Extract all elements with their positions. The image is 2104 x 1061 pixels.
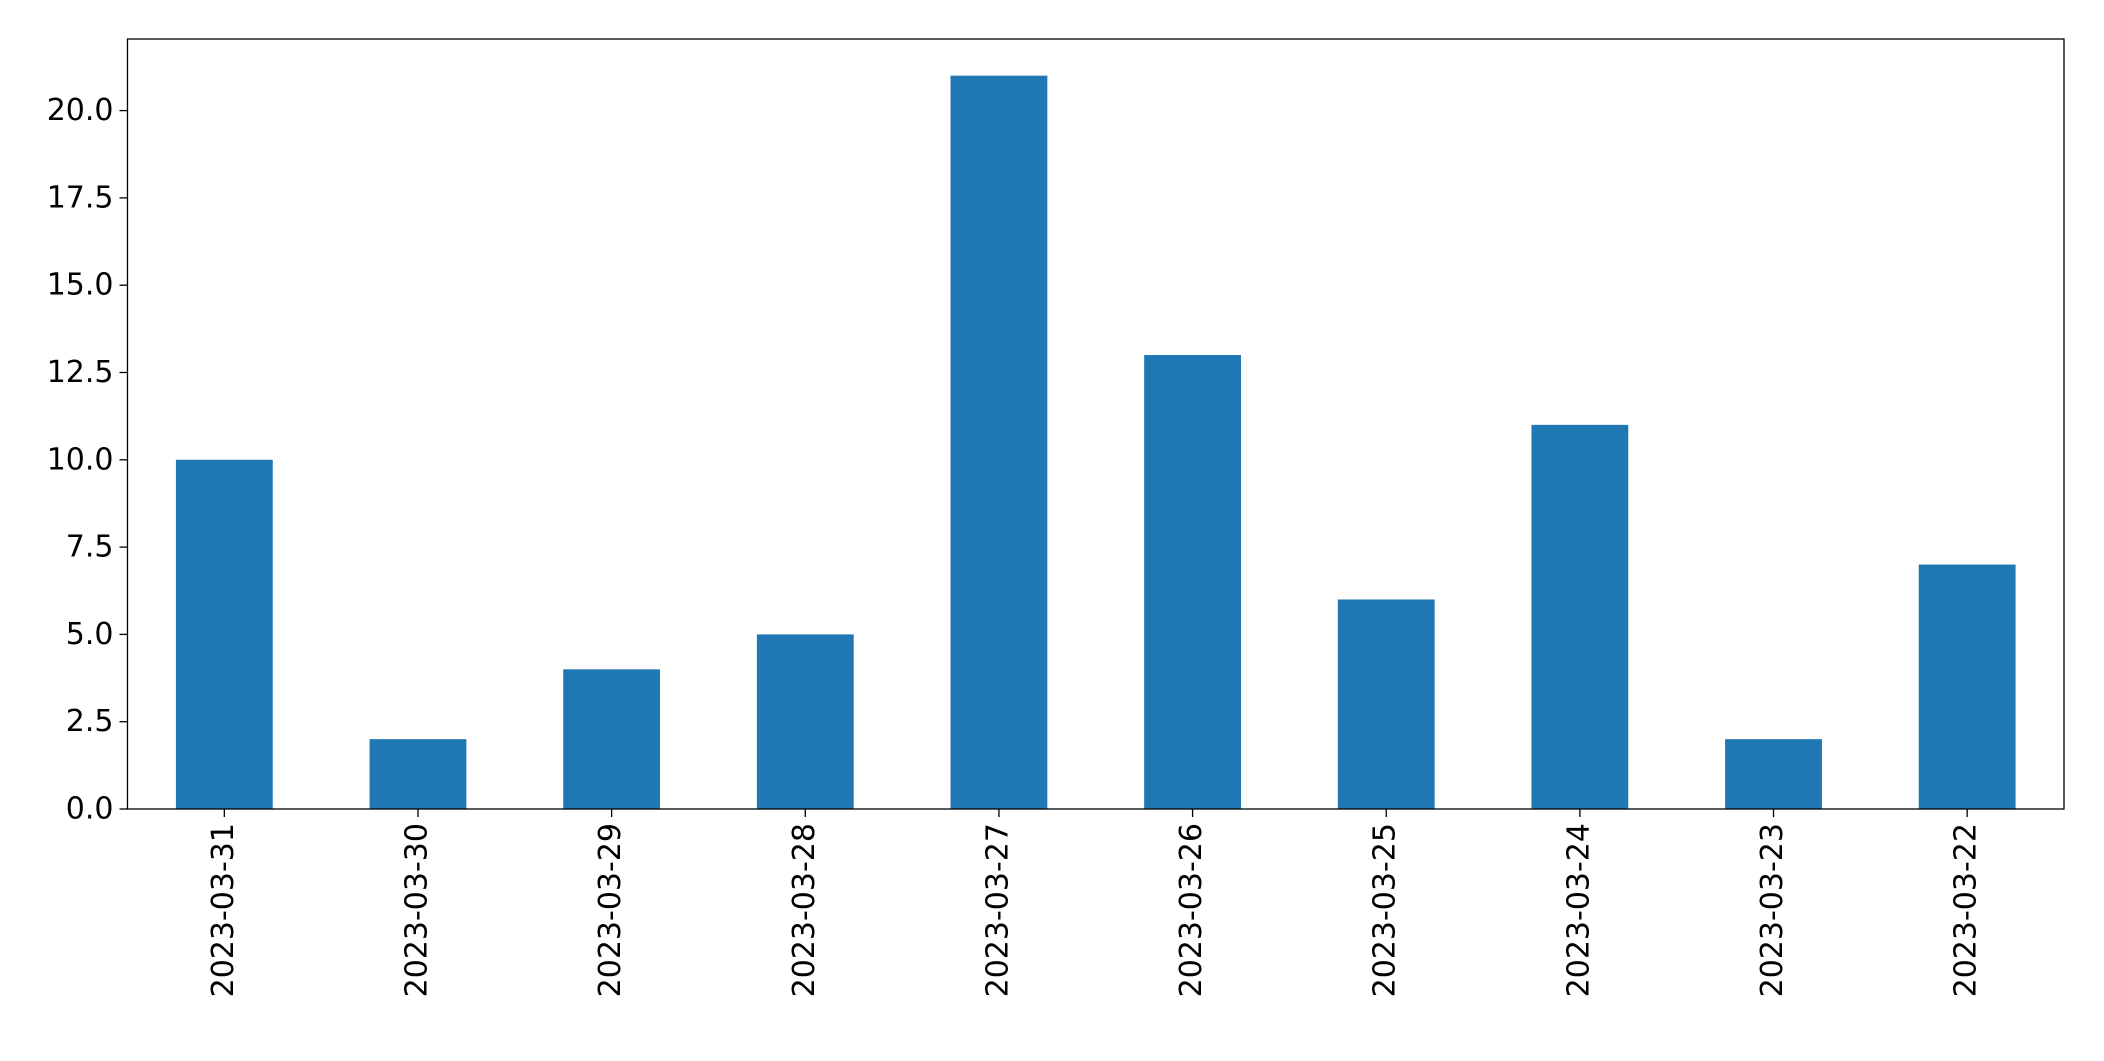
- plot-area: [175, 75, 2016, 809]
- y-tick-label: 7.5: [66, 530, 114, 565]
- bar: [950, 75, 1048, 809]
- y-tick-label: 2.5: [66, 704, 114, 739]
- y-tick-label: 17.5: [47, 180, 114, 215]
- y-tick-label: 12.5: [47, 355, 114, 390]
- x-tick-label: 2023-03-22: [1949, 823, 1984, 997]
- bar: [369, 739, 467, 809]
- bar: [175, 459, 273, 809]
- x-tick-label: 2023-03-28: [787, 823, 822, 997]
- x-tick-label: 2023-03-30: [399, 823, 434, 997]
- x-tick-label: 2023-03-27: [980, 823, 1015, 997]
- bar: [1725, 739, 1822, 809]
- y-tick-label: 10.0: [47, 442, 114, 477]
- bar: [563, 669, 661, 809]
- axes-frame: [126, 38, 2065, 810]
- y-tick-label: 5.0: [66, 617, 114, 652]
- x-tick-label: 2023-03-25: [1368, 823, 1403, 997]
- bar: [1144, 355, 1241, 809]
- x-tick-label: 2023-03-31: [206, 823, 241, 997]
- bar: [1337, 599, 1435, 809]
- x-tick-label: 2023-03-29: [593, 823, 628, 997]
- y-tick-label: 20.0: [47, 93, 114, 128]
- bar: [756, 634, 854, 809]
- x-tick-label: 2023-03-24: [1561, 823, 1596, 997]
- bar: [1531, 424, 1629, 809]
- y-tick-label: 0.0: [66, 792, 114, 827]
- bar: [1918, 564, 2016, 809]
- y-tick-label: 15.0: [47, 268, 114, 303]
- x-tick-label: 2023-03-23: [1755, 823, 1790, 997]
- x-tick-label: 2023-03-26: [1174, 823, 1209, 997]
